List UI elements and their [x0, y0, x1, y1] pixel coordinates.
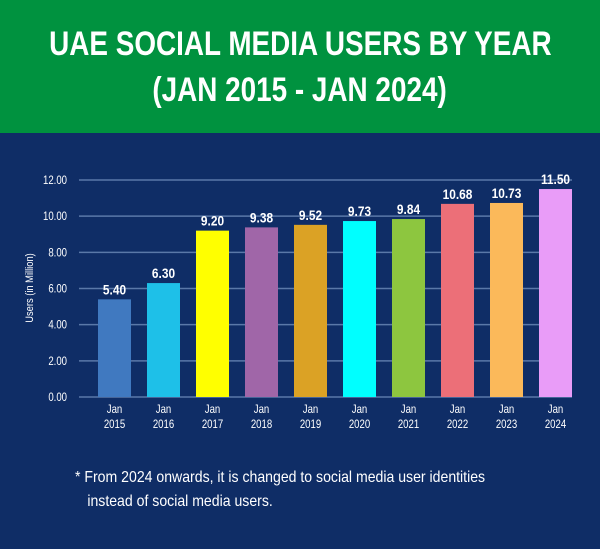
chart-title-line-1: UAE SOCIAL MEDIA USERS BY YEAR: [48, 24, 552, 63]
x-tick-label-year: 2023: [496, 418, 517, 431]
value-label: 6.30: [152, 265, 175, 281]
x-tick-label-year: 2024: [545, 418, 566, 431]
x-tick-label-month: Jan: [401, 403, 416, 416]
x-tick-label-month: Jan: [352, 403, 367, 416]
bar: [294, 224, 327, 397]
bars: [98, 189, 572, 397]
y-tick-label: 10.00: [43, 210, 67, 223]
value-label: 11.50: [541, 171, 570, 187]
x-tick-label-year: 2015: [104, 418, 125, 431]
bar: [343, 221, 376, 397]
bar: [539, 189, 572, 397]
bar: [245, 227, 278, 397]
footnote-line-1: * From 2024 onwards, it is changed to so…: [75, 469, 486, 486]
x-tick-label-year: 2017: [202, 418, 223, 431]
header-banner: UAE SOCIAL MEDIA USERS BY YEAR (JAN 2015…: [0, 0, 600, 133]
chart-title-line-2: (JAN 2015 - JAN 2024): [152, 70, 448, 109]
x-tick-label-year: 2020: [349, 418, 370, 431]
bar: [147, 283, 180, 397]
y-axis-label: Users (in Million): [24, 253, 36, 322]
value-label: 10.68: [443, 186, 473, 202]
y-axis-ticks: 0.00 2.00 4.00 6.00 8.00 10.00 12.00: [43, 174, 67, 404]
value-label: 5.40: [103, 281, 126, 297]
x-tick-label-month: Jan: [499, 403, 514, 416]
x-tick-label-year: 2016: [153, 418, 174, 431]
y-tick-label: 8.00: [48, 246, 67, 259]
value-label: 10.73: [492, 185, 522, 201]
y-tick-label: 2.00: [48, 355, 67, 368]
value-label: 9.84: [397, 201, 421, 217]
bar: [98, 299, 131, 397]
x-tick-label-month: Jan: [303, 403, 318, 416]
value-label: 9.52: [299, 207, 322, 223]
x-tick-label-month: Jan: [107, 403, 122, 416]
y-tick-label: 0.00: [48, 391, 67, 404]
y-tick-label: 12.00: [43, 174, 67, 187]
value-label: 9.20: [201, 213, 224, 229]
bar: [392, 219, 425, 397]
value-label: 9.38: [250, 209, 273, 225]
bar: [490, 202, 523, 397]
x-tick-label-year: 2022: [447, 418, 468, 431]
y-tick-label: 6.00: [48, 283, 67, 296]
bar: [196, 230, 229, 397]
x-tick-label-month: Jan: [548, 403, 563, 416]
x-tick-label-year: 2019: [300, 418, 321, 431]
x-tick-label-month: Jan: [205, 403, 220, 416]
footnote: * From 2024 onwards, it is changed to so…: [75, 466, 485, 514]
x-tick-label-year: 2021: [398, 418, 419, 431]
x-tick-label-month: Jan: [156, 403, 171, 416]
x-axis-ticks: Jan 2015 Jan 2016 Jan 2017 Jan 2018 Jan 2019 Jan 20…: [104, 403, 566, 431]
y-tick-label: 4.00: [48, 319, 67, 332]
footnote-line-2: instead of social media users.: [87, 493, 273, 510]
x-tick-label-year: 2018: [251, 418, 272, 431]
bar: [441, 203, 474, 397]
value-label: 9.73: [348, 203, 371, 219]
value-labels: 5.40 6.30 9.20 9.38 9.52 9.73 9.84 10.68 10.73 11…: [103, 171, 570, 297]
x-tick-label-month: Jan: [254, 403, 269, 416]
x-tick-label-month: Jan: [450, 403, 465, 416]
